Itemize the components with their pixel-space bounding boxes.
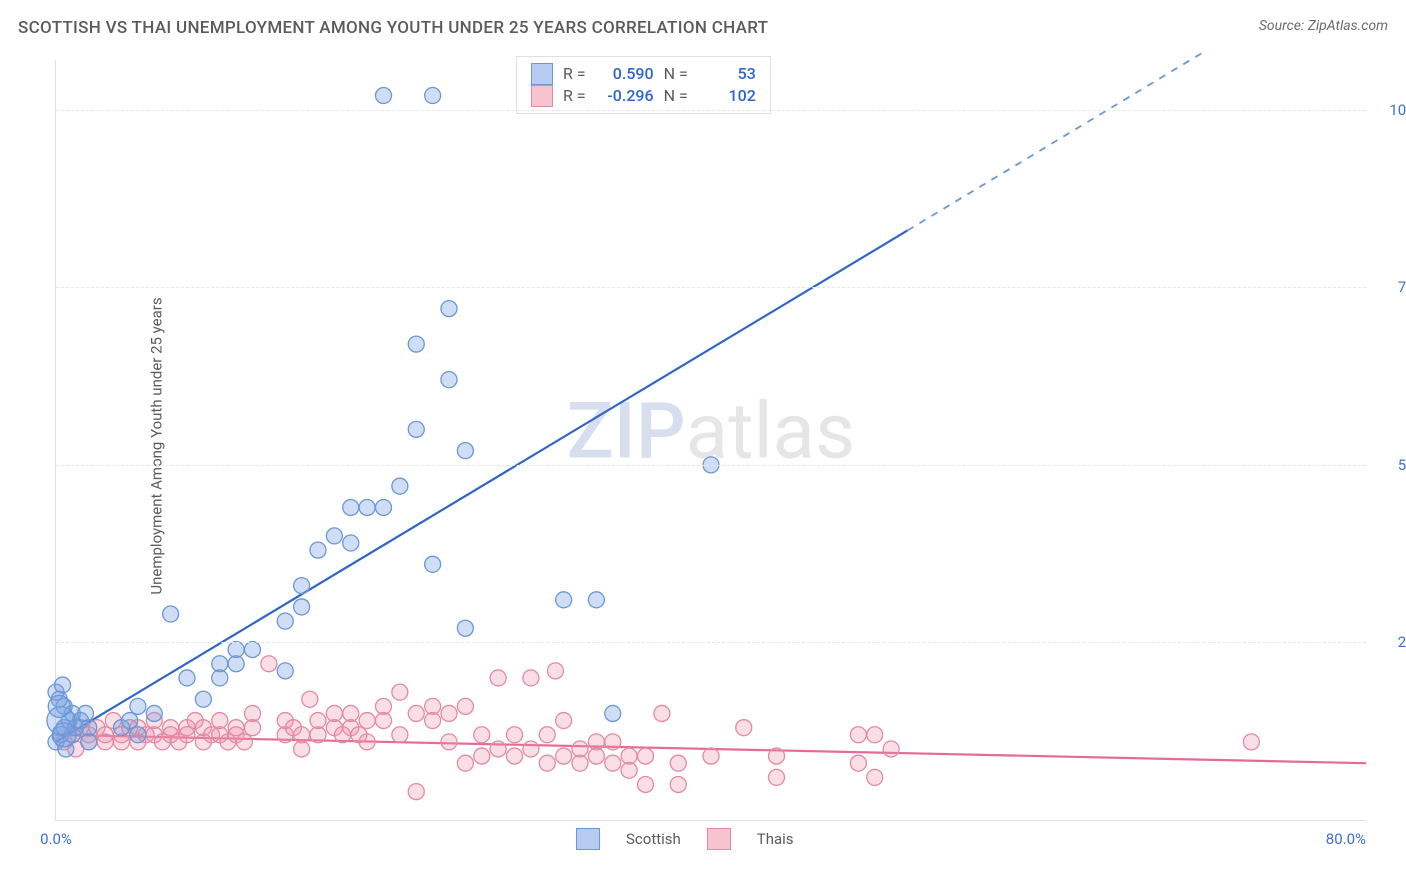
legend-swatch-thais-icon xyxy=(707,828,731,850)
x-tick-label: 80.0% xyxy=(1326,830,1366,848)
stats-r-value: -0.296 xyxy=(596,85,654,107)
stats-r-label: R = xyxy=(563,85,586,107)
chart-header: SCOTTISH VS THAI UNEMPLOYMENT AMONG YOUT… xyxy=(18,18,1388,38)
legend-swatch-scottish-icon xyxy=(576,828,600,850)
gridline xyxy=(56,110,1366,111)
chart-source: Source: ZipAtlas.com xyxy=(1259,18,1388,34)
y-tick-label: 100.0% xyxy=(1374,101,1406,119)
scatter-svg xyxy=(56,60,1366,820)
stats-n-value: 102 xyxy=(698,85,756,107)
swatch-thais-icon xyxy=(531,85,553,107)
legend-label-thais: Thais xyxy=(757,830,794,848)
swatch-scottish-icon xyxy=(531,63,553,85)
chart-title: SCOTTISH VS THAI UNEMPLOYMENT AMONG YOUT… xyxy=(18,18,768,38)
y-tick-label: 75.0% xyxy=(1374,278,1406,296)
y-tick-label: 25.0% xyxy=(1374,633,1406,651)
y-tick-label: 50.0% xyxy=(1374,456,1406,474)
stats-n-value: 53 xyxy=(698,63,756,85)
stats-r-value: 0.590 xyxy=(596,63,654,85)
legend-label-scottish: Scottish xyxy=(626,830,681,848)
stats-box: R = 0.590 N = 53 R = -0.296 N = 102 xyxy=(516,56,771,114)
stats-row-thais: R = -0.296 N = 102 xyxy=(531,85,756,107)
stats-row-scottish: R = 0.590 N = 53 xyxy=(531,63,756,85)
stats-n-label: N = xyxy=(664,63,688,85)
x-tick-label: 0.0% xyxy=(40,830,72,848)
gridline xyxy=(56,287,1366,288)
gridline xyxy=(56,465,1366,466)
bottom-legend: Scottish Thais xyxy=(576,828,794,850)
scatter-plot-area: ZIPatlas R = 0.590 N = 53 R = -0.296 N =… xyxy=(55,60,1366,821)
gridline xyxy=(56,642,1366,643)
stats-r-label: R = xyxy=(563,63,586,85)
stats-n-label: N = xyxy=(664,85,688,107)
